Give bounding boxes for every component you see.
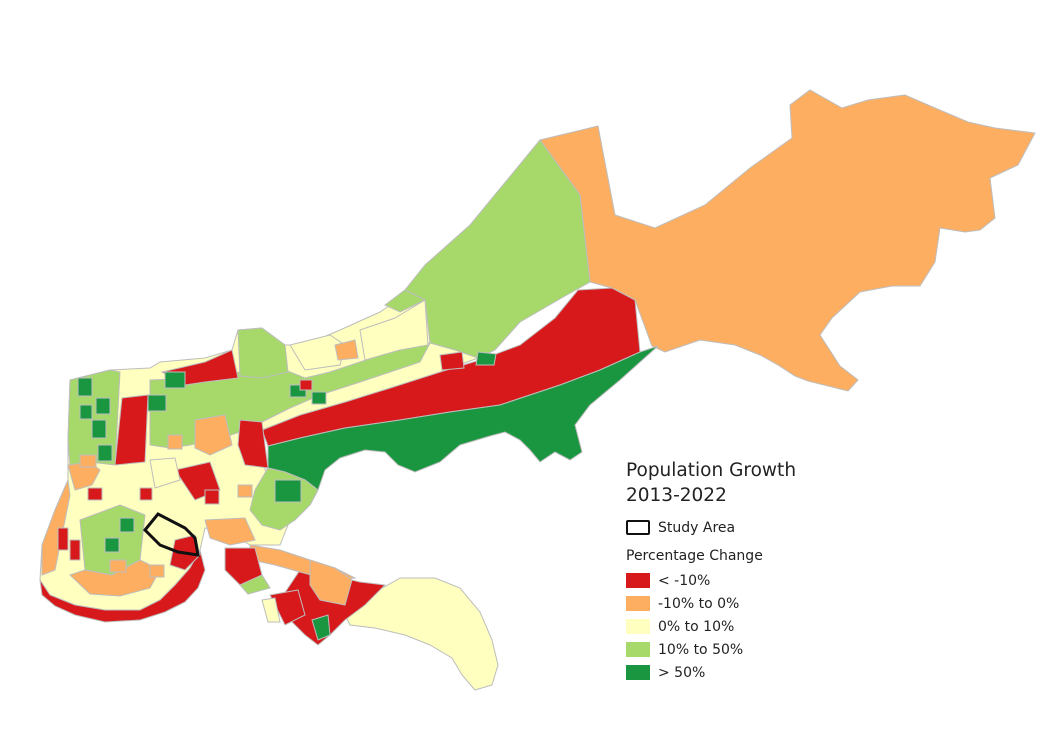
tract-mid-orange — [194, 414, 233, 456]
legend-class-label: > 50% — [658, 664, 706, 681]
tract-riverside-orange — [204, 517, 256, 546]
parcel-red-3 — [87, 487, 103, 501]
study-area-label: Study Area — [658, 519, 736, 536]
parcel-red-2 — [69, 539, 81, 561]
parcel-green-10 — [274, 479, 302, 503]
legend-swatch — [626, 665, 650, 680]
parcel-red-6 — [299, 379, 313, 391]
tract-west-red-strip — [114, 394, 149, 466]
legend-study-area: Study Area — [626, 516, 886, 539]
parcel-orange-4 — [109, 559, 127, 573]
tract-riverside-green — [239, 574, 271, 595]
crescent-red — [39, 548, 206, 623]
parcel-green-1 — [77, 377, 93, 397]
legend-class-row: 0% to 10% — [626, 615, 886, 638]
tract-east-small-red — [269, 589, 306, 626]
tract-lakefront-darkgreen — [475, 351, 497, 366]
map-legend: Population Growth 2013-2022 Study Area P… — [626, 458, 886, 684]
parcel-green-7 — [164, 371, 186, 389]
legend-swatch — [626, 596, 650, 611]
legend-swatch — [626, 573, 650, 588]
tract-east-small-green — [311, 614, 331, 641]
tract-central-yellow — [149, 457, 181, 489]
parcel-green-5 — [97, 444, 113, 462]
parcel-green-2 — [95, 397, 111, 415]
legend-title-line1: Population Growth — [626, 460, 797, 481]
parcel-orange-1 — [79, 454, 97, 468]
parcel-green-11 — [119, 517, 135, 533]
parcel-green-4 — [91, 419, 107, 439]
tract-lakefront-orange — [334, 339, 359, 361]
legend-class-label: < -10% — [658, 572, 711, 589]
legend-swatch — [626, 642, 650, 657]
tract-east-mid-orange — [309, 559, 353, 606]
tract-corridor-darkgreen — [267, 345, 659, 491]
parcel-green-3 — [79, 404, 93, 420]
tract-east-small-yellow — [261, 597, 281, 623]
tract-lakefront-red — [439, 351, 465, 371]
parcel-green-9 — [311, 391, 327, 405]
tract-east-orange — [539, 89, 1036, 392]
parcel-green-12 — [104, 537, 120, 553]
study-area-outline — [142, 512, 200, 557]
parcel-orange-2 — [167, 434, 183, 450]
tract-lakefront-lightgreen — [237, 327, 289, 379]
tract-red-wedge — [237, 419, 269, 469]
parcel-red-1 — [57, 527, 69, 551]
legend-swatch — [626, 619, 650, 634]
tract-east-yellow — [344, 577, 499, 691]
crescent-orange-west — [41, 478, 71, 576]
parcel-red-5 — [204, 489, 220, 505]
legend-class-row: -10% to 0% — [626, 592, 886, 615]
parcel-red-4 — [139, 487, 153, 501]
study-area-swatch — [626, 520, 650, 535]
parcel-orange-3 — [237, 484, 253, 498]
legend-class-label: 0% to 10% — [658, 618, 735, 635]
parcel-green-6 — [147, 394, 167, 412]
legend-class-row: 10% to 50% — [626, 638, 886, 661]
legend-subtitle: Percentage Change — [626, 548, 763, 564]
legend-title-line2: 2013-2022 — [626, 485, 727, 506]
legend-class-row: < -10% — [626, 569, 886, 592]
legend-class-row: > 50% — [626, 661, 886, 684]
legend-class-label: 10% to 50% — [658, 641, 744, 658]
parcel-orange-5 — [149, 564, 165, 578]
tract-lakefront-green — [384, 289, 427, 313]
tract-lakefront-yellow-b — [359, 299, 429, 361]
legend-class-label: -10% to 0% — [658, 595, 740, 612]
